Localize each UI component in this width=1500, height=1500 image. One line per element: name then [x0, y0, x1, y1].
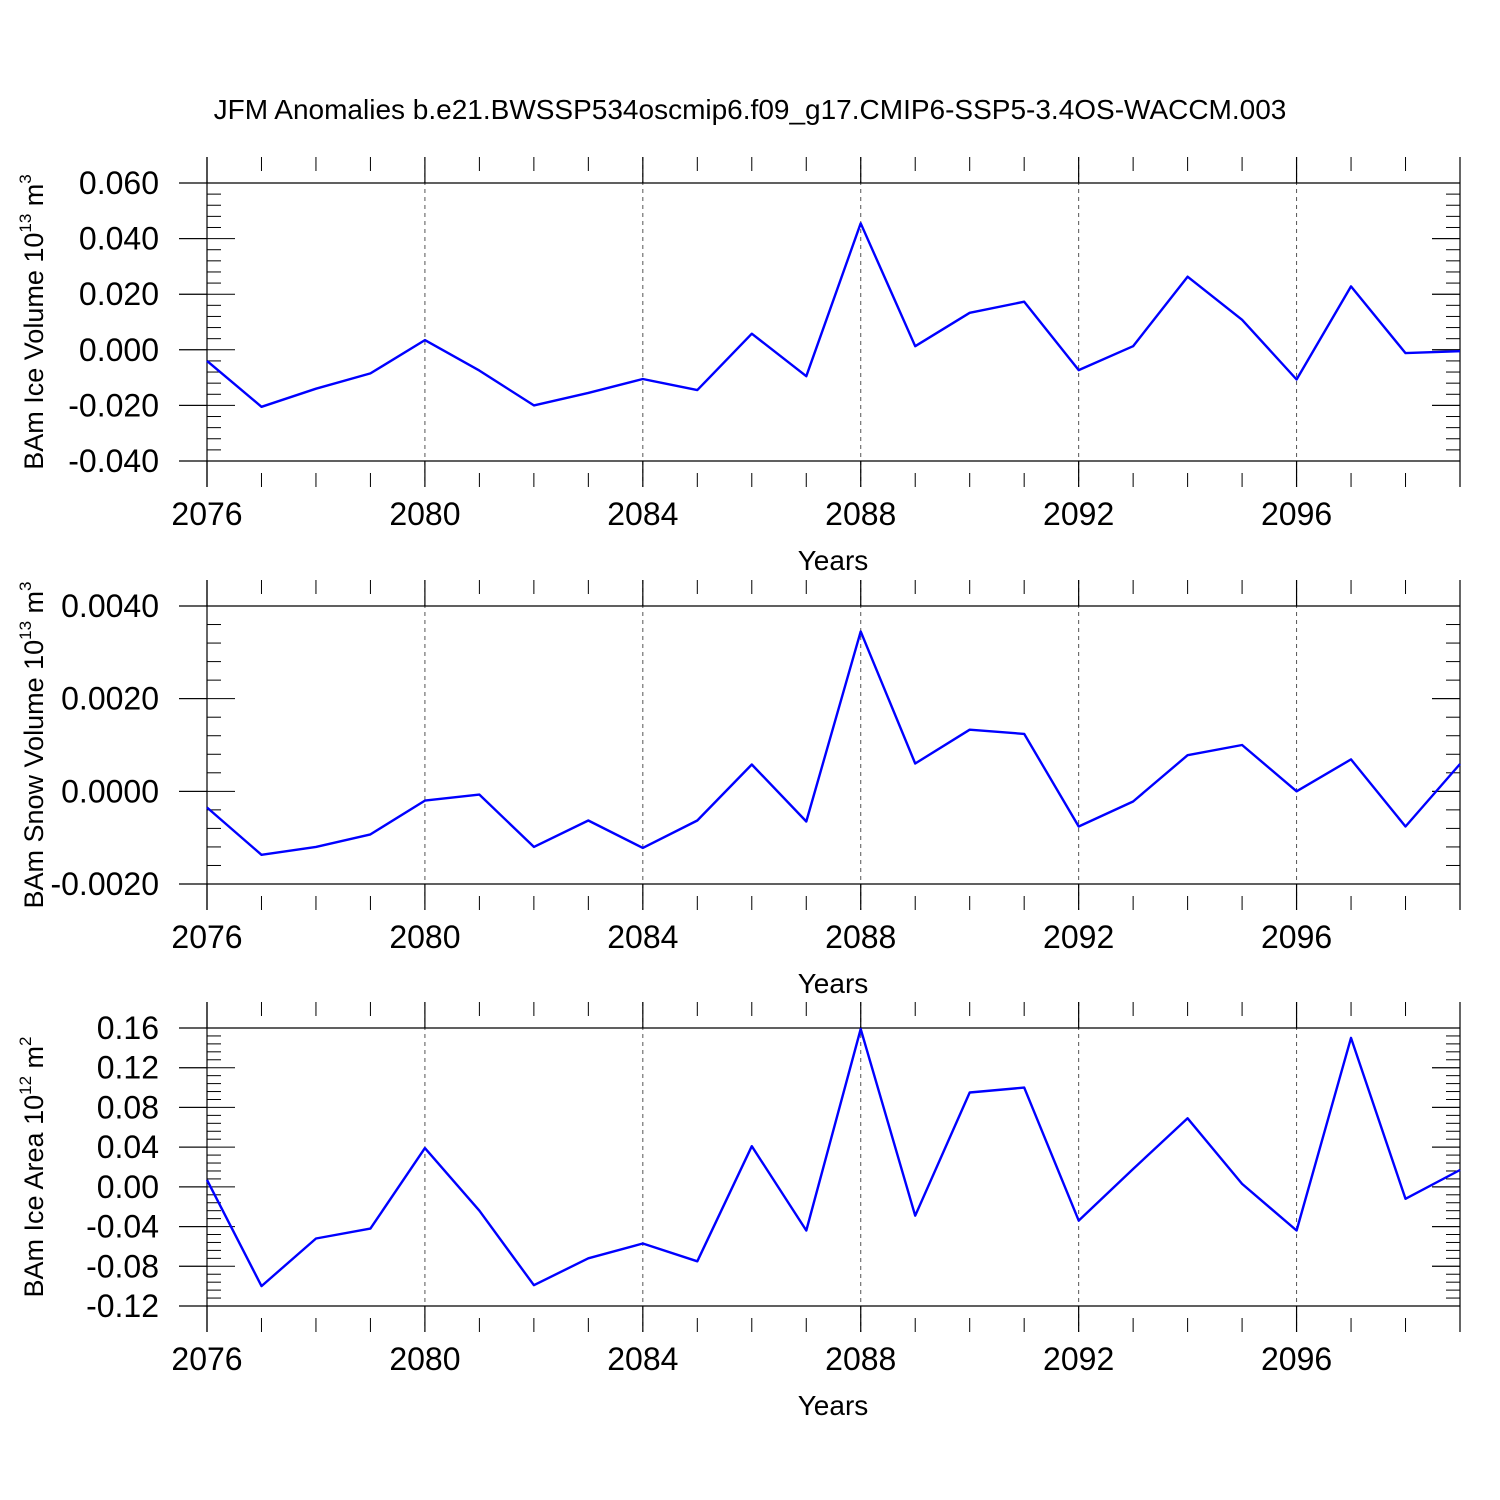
y-tick-label: -0.020: [68, 387, 159, 423]
x-tick-label: 2080: [389, 919, 460, 955]
chart-panel-1: -0.040 -0.020 0.000 0.020 0.040 0.060 2076 2080…: [16, 157, 1461, 576]
chart-panel-3: -0.12 -0.08-0.04 0.00 0.04 0.080.12 0.16 2076 2…: [16, 1002, 1461, 1421]
x-tick-label: 2088: [825, 1341, 896, 1377]
y-axis-label-superscript: 2: [16, 1037, 35, 1046]
x-tick-label: 2092: [1043, 496, 1114, 532]
y-axis-label-superscript: 12: [16, 1076, 35, 1095]
y-tick-label: -0.08: [86, 1248, 159, 1284]
y-axis-label-superscript: 13: [16, 621, 35, 640]
y-axis-label-superscript: 3: [16, 581, 35, 590]
x-tick-label: 2088: [825, 496, 896, 532]
series-line: [205, 1027, 1461, 1288]
x-tick-label: 2096: [1261, 919, 1332, 955]
y-axis-label: BAm Ice Volume 1013 m3: [16, 174, 49, 470]
y-tick-label: -0.040: [68, 443, 159, 479]
y-axis-label-part: BAm Ice Area 10: [19, 1095, 49, 1298]
y-tick-label: 0.060: [79, 165, 159, 201]
x-axis-label: Years: [798, 545, 869, 576]
y-axis-label-part: BAm Ice Volume 10: [19, 233, 49, 470]
y-axis-label-part: m: [19, 184, 49, 214]
panels: -0.040 -0.020 0.000 0.020 0.040 0.060 2076 2080…: [16, 157, 1461, 1421]
y-tick-label: 0.0020: [61, 681, 159, 717]
y-axis-label-superscript: 13: [16, 214, 35, 233]
series-line: [206, 222, 1461, 408]
x-tick-label: 2084: [607, 1341, 678, 1377]
y-axis-label-superscript: 3: [16, 174, 35, 183]
y-tick-label: 0.12: [97, 1050, 159, 1086]
x-tick-label: 2084: [607, 919, 678, 955]
y-tick-label: -0.12: [86, 1288, 159, 1324]
y-tick-label: 0.04: [97, 1129, 159, 1165]
y-axis-label: BAm Snow Volume 1013 m3: [16, 581, 49, 908]
x-tick-label: 2088: [825, 919, 896, 955]
y-tick-label: 0.00: [97, 1169, 159, 1205]
chart-panel-2: -0.0020 0.0000 0.0020 0.0040 2076 2080 2084 208…: [16, 580, 1461, 999]
x-tick-label: 2080: [389, 496, 460, 532]
y-tick-label: 0.040: [79, 221, 159, 257]
x-tick-label: 2092: [1043, 919, 1114, 955]
x-tick-label: 2096: [1261, 1341, 1332, 1377]
y-axis-label: BAm Ice Area 1012 m2: [16, 1037, 49, 1298]
y-tick-label: 0.020: [79, 276, 159, 312]
y-axis-label-part: BAm Snow Volume 10: [19, 640, 49, 909]
x-tick-label: 2076: [171, 919, 242, 955]
x-tick-label: 2084: [607, 496, 678, 532]
x-axis-label: Years: [798, 968, 869, 999]
x-tick-label: 2076: [171, 1341, 242, 1377]
x-tick-label: 2080: [389, 1341, 460, 1377]
chart-title: JFM Anomalies b.e21.BWSSP534oscmip6.f09_…: [214, 94, 1287, 125]
y-axis-label-part: m: [19, 591, 49, 621]
y-tick-label: 0.0000: [61, 773, 159, 809]
x-tick-label: 2092: [1043, 1341, 1114, 1377]
series-line: [206, 630, 1461, 856]
y-tick-label: 0.16: [97, 1010, 159, 1046]
y-tick-label: -0.0020: [50, 866, 159, 902]
x-axis-label: Years: [798, 1390, 869, 1421]
y-tick-label: 0.000: [79, 332, 159, 368]
y-tick-label: 0.0040: [61, 588, 159, 624]
x-tick-label: 2076: [171, 496, 242, 532]
y-tick-label: 0.08: [97, 1089, 159, 1125]
x-tick-label: 2096: [1261, 496, 1332, 532]
y-axis-label-part: m: [19, 1046, 49, 1076]
y-tick-label: -0.04: [86, 1209, 159, 1245]
